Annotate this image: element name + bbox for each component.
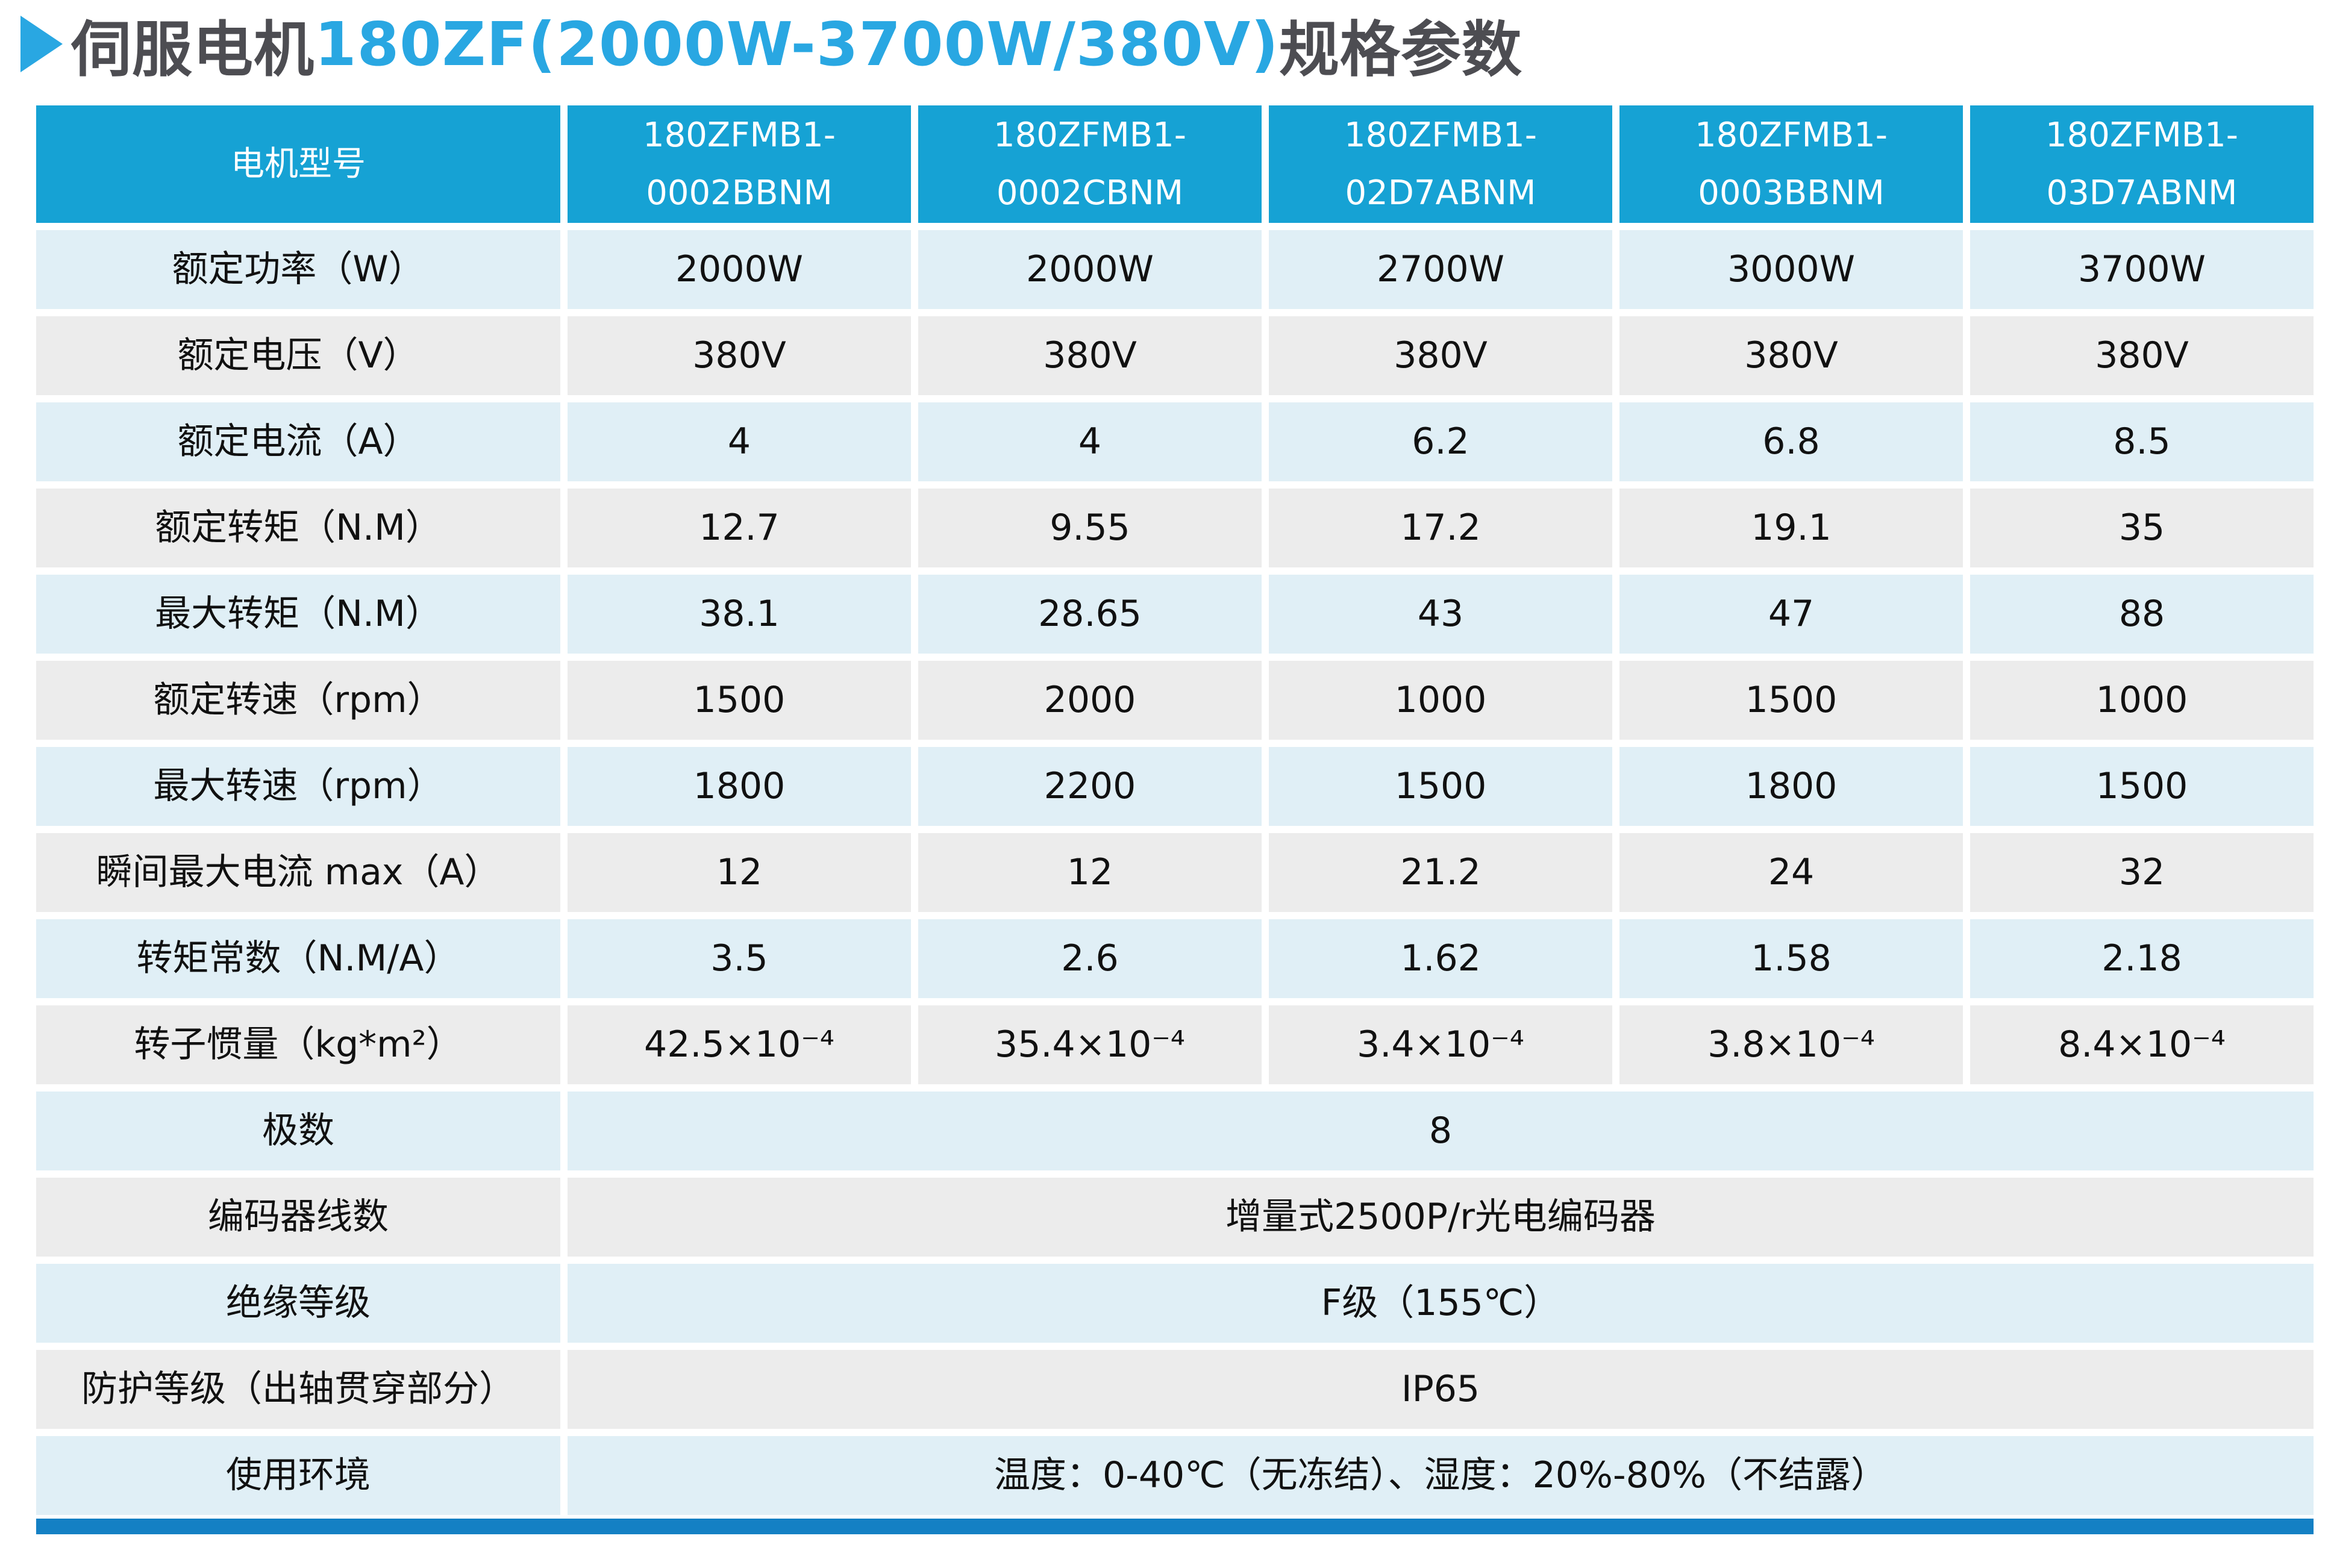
row-label: 极数 xyxy=(36,1092,560,1170)
spec-value-cell: 380V xyxy=(1269,316,1612,395)
spec-value-cell: 88 xyxy=(1970,575,2314,654)
spec-value-cell: 21.2 xyxy=(1269,833,1612,912)
spec-value-cell: 380V xyxy=(918,316,1262,395)
spec-value-cell: 380V xyxy=(1970,316,2314,395)
spec-value-cell: 32 xyxy=(1970,833,2314,912)
spec-value-cell: 3.4×10⁻⁴ xyxy=(1269,1005,1612,1084)
header-cell-model-5: 180ZFMB1- 03D7ABNM xyxy=(1970,105,2314,223)
spec-value-cell: 17.2 xyxy=(1269,489,1612,567)
title-suffix: 规格参数 xyxy=(1278,14,1522,85)
spec-value-cell: 1500 xyxy=(568,661,911,740)
spec-value-cell: 9.55 xyxy=(918,489,1262,567)
spec-value-cell: 3000W xyxy=(1619,230,1963,309)
header-cell-motor-model: 电机型号 xyxy=(36,105,560,223)
row-label: 瞬间最大电流 max（A） xyxy=(36,833,560,912)
spec-span-cell: F级（155℃） xyxy=(568,1264,2314,1343)
spec-value-cell: 1000 xyxy=(1269,661,1612,740)
spec-value-cell: 35 xyxy=(1970,489,2314,567)
row-label: 防护等级（出轴贯穿部分） xyxy=(36,1350,560,1429)
spec-value-cell: 1.58 xyxy=(1619,919,1963,998)
spec-value-cell: 3.5 xyxy=(568,919,911,998)
spec-value-cell: 3700W xyxy=(1970,230,2314,309)
page-title: 伺服电机 180ZF(2000W-3700W/380V) 规格参数 xyxy=(20,8,1522,85)
title-model-range: 180ZF(2000W-3700W/380V) xyxy=(314,8,1279,80)
spec-value-cell: 24 xyxy=(1619,833,1963,912)
header-cell-model-1: 180ZFMB1- 0002BBNM xyxy=(568,105,911,223)
spec-value-cell: 28.65 xyxy=(918,575,1262,654)
spec-value-cell: 2000W xyxy=(918,230,1262,309)
header-cell-model-4: 180ZFMB1- 0003BBNM xyxy=(1619,105,1963,223)
spec-value-cell: 1800 xyxy=(568,747,911,826)
spec-span-cell: 8 xyxy=(568,1092,2314,1170)
row-label: 最大转矩（N.M） xyxy=(36,575,560,654)
row-label: 转矩常数（N.M/A） xyxy=(36,919,560,998)
spec-table: 电机型号 180ZFMB1- 0002BBNM 180ZFMB1- 0002CBNM… xyxy=(36,105,2314,1515)
spec-value-cell: 42.5×10⁻⁴ xyxy=(568,1005,911,1084)
spec-value-cell: 38.1 xyxy=(568,575,911,654)
spec-value-cell: 12.7 xyxy=(568,489,911,567)
table-bottom-bar xyxy=(36,1519,2314,1534)
row-label: 绝缘等级 xyxy=(36,1264,560,1343)
row-label: 转子惯量（kg*m²） xyxy=(36,1005,560,1084)
title-prefix: 伺服电机 xyxy=(71,14,314,85)
spec-value-cell: 6.8 xyxy=(1619,402,1963,481)
spec-value-cell: 2.18 xyxy=(1970,919,2314,998)
spec-value-cell: 1.62 xyxy=(1269,919,1612,998)
row-label: 额定转速（rpm） xyxy=(36,661,560,740)
spec-value-cell: 19.1 xyxy=(1619,489,1963,567)
row-label: 额定转矩（N.M） xyxy=(36,489,560,567)
title-arrow-icon xyxy=(20,16,63,72)
spec-value-cell: 1000 xyxy=(1970,661,2314,740)
spec-value-cell: 35.4×10⁻⁴ xyxy=(918,1005,1262,1084)
spec-value-cell: 3.8×10⁻⁴ xyxy=(1619,1005,1963,1084)
spec-value-cell: 12 xyxy=(918,833,1262,912)
header-cell-model-3: 180ZFMB1- 02D7ABNM xyxy=(1269,105,1612,223)
spec-value-cell: 2.6 xyxy=(918,919,1262,998)
spec-value-cell: 8.5 xyxy=(1970,402,2314,481)
spec-value-cell: 12 xyxy=(568,833,911,912)
row-label: 额定电流（A） xyxy=(36,402,560,481)
spec-value-cell: 2200 xyxy=(918,747,1262,826)
spec-value-cell: 1500 xyxy=(1619,661,1963,740)
spec-value-cell: 8.4×10⁻⁴ xyxy=(1970,1005,2314,1084)
spec-value-cell: 2700W xyxy=(1269,230,1612,309)
row-label: 使用环境 xyxy=(36,1436,560,1515)
spec-span-cell: IP65 xyxy=(568,1350,2314,1429)
spec-value-cell: 1800 xyxy=(1619,747,1963,826)
spec-value-cell: 380V xyxy=(568,316,911,395)
spec-value-cell: 4 xyxy=(918,402,1262,481)
spec-value-cell: 43 xyxy=(1269,575,1612,654)
row-label: 额定电压（V） xyxy=(36,316,560,395)
spec-value-cell: 1500 xyxy=(1970,747,2314,826)
spec-value-cell: 4 xyxy=(568,402,911,481)
row-label: 额定功率（W） xyxy=(36,230,560,309)
spec-value-cell: 2000W xyxy=(568,230,911,309)
header-cell-model-2: 180ZFMB1- 0002CBNM xyxy=(918,105,1262,223)
spec-value-cell: 1500 xyxy=(1269,747,1612,826)
spec-value-cell: 6.2 xyxy=(1269,402,1612,481)
spec-span-cell: 温度：0-40℃（无冻结）、湿度：20%-80%（不结露） xyxy=(568,1436,2314,1515)
spec-value-cell: 380V xyxy=(1619,316,1963,395)
row-label: 最大转速（rpm） xyxy=(36,747,560,826)
spec-span-cell: 增量式2500P/r光电编码器 xyxy=(568,1178,2314,1257)
spec-value-cell: 47 xyxy=(1619,575,1963,654)
row-label: 编码器线数 xyxy=(36,1178,560,1257)
spec-value-cell: 2000 xyxy=(918,661,1262,740)
